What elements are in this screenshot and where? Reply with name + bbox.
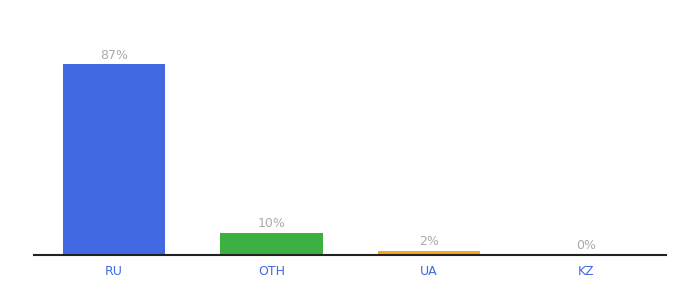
Bar [220,233,322,255]
Bar [378,250,480,255]
Text: 2%: 2% [419,235,439,248]
Text: 10%: 10% [258,218,286,230]
Text: 87%: 87% [100,49,128,62]
Text: 0%: 0% [577,239,596,252]
Bar [63,64,165,255]
